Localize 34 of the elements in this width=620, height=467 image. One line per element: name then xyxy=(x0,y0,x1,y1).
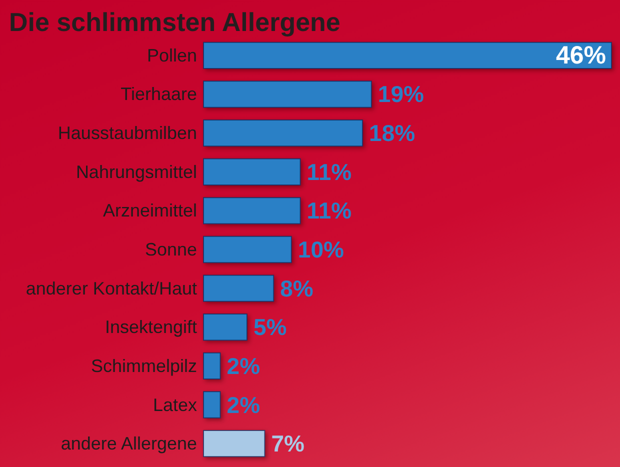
y-tick-label: Tierhaare xyxy=(120,84,197,104)
y-tick-label: andere Allergene xyxy=(60,434,197,454)
data-label: 19% xyxy=(378,81,424,108)
bar xyxy=(203,274,274,302)
chart-title: Die schlimmsten Allergene xyxy=(9,7,340,37)
data-label: 10% xyxy=(298,236,344,262)
data-label: 18% xyxy=(369,120,416,146)
data-label: 46% xyxy=(556,41,606,70)
y-tick-label: Sonne xyxy=(144,240,197,260)
data-label: 2% xyxy=(226,352,260,379)
bar xyxy=(203,352,221,380)
y-tick-label: Arzneimittel xyxy=(102,200,197,221)
bar xyxy=(203,391,221,418)
bar xyxy=(203,197,301,224)
y-tick-label: Nahrungsmittel xyxy=(76,162,197,182)
data-label: 5% xyxy=(253,314,287,340)
y-tick-label: Insektengift xyxy=(104,317,197,338)
data-label: 11% xyxy=(306,158,352,185)
bar xyxy=(203,80,372,108)
data-label: 11% xyxy=(306,198,352,224)
y-tick-label: Hausstaubmilben xyxy=(58,123,197,144)
y-tick-label: Schimmelpilz xyxy=(90,356,197,376)
bar xyxy=(203,158,301,186)
y-tick-label: Latex xyxy=(152,394,197,415)
data-label: 2% xyxy=(226,392,260,418)
bar xyxy=(203,119,364,147)
data-label: 8% xyxy=(280,275,314,302)
data-label: 7% xyxy=(271,430,304,457)
bar xyxy=(203,430,266,458)
y-tick-label: Pollen xyxy=(146,45,197,66)
bar xyxy=(203,42,612,69)
bar xyxy=(203,236,292,264)
y-tick-label: anderer Kontakt/Haut xyxy=(26,278,197,298)
bar xyxy=(203,314,248,341)
